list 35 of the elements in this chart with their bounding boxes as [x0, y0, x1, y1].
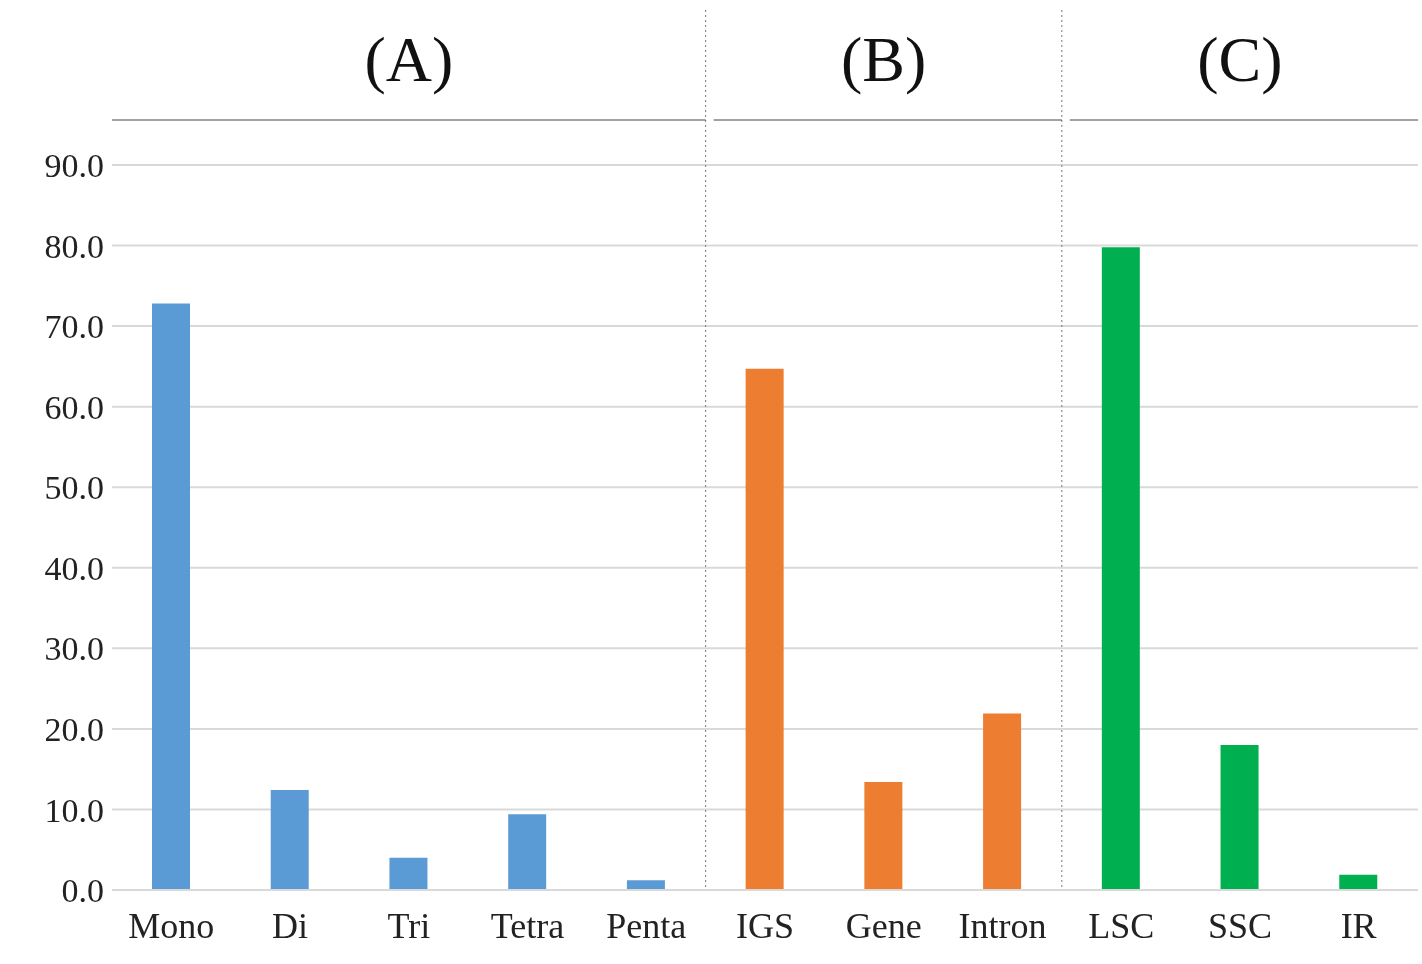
y-tick-label: 20.0: [44, 710, 104, 748]
x-tick-label: SSC: [1207, 905, 1272, 946]
bar: [983, 713, 1022, 890]
x-tick-label: Intron: [958, 905, 1047, 946]
x-tick-label: Mono: [128, 905, 215, 946]
bar: [1339, 874, 1378, 890]
x-tick-label: Di: [272, 905, 309, 946]
bar: [270, 790, 309, 890]
x-tick-label: LSC: [1088, 905, 1155, 946]
x-tick-label: IGS: [735, 905, 795, 946]
bar: [864, 782, 903, 890]
y-tick-label: 50.0: [44, 469, 104, 507]
y-tick-label: 0.0: [61, 872, 104, 910]
y-tick-label: 10.0: [44, 791, 104, 829]
y-tick-label: 70.0: [44, 308, 104, 346]
y-tick-label: 90.0: [44, 147, 104, 185]
y-tick-label: 80.0: [44, 227, 104, 265]
bar: [1220, 745, 1259, 890]
bar: [152, 303, 190, 890]
y-tick-label: 40.0: [44, 549, 104, 587]
text: (A): [363, 23, 455, 97]
text: (C): [1196, 23, 1284, 97]
x-tick-label: Tetra: [490, 905, 565, 946]
bar: [508, 814, 547, 890]
bar: [626, 880, 665, 890]
x-tick-label: Gene: [845, 905, 922, 946]
text: (B): [840, 23, 928, 97]
x-tick-label: Penta: [606, 905, 687, 946]
y-tick-label: 30.0: [44, 630, 104, 668]
bar: [389, 857, 428, 890]
x-tick-label: Tri: [387, 905, 431, 946]
x-tick-label: IR: [1340, 905, 1377, 946]
y-tick-label: 60.0: [44, 388, 104, 426]
bar: [745, 368, 784, 890]
bar: [1101, 247, 1140, 890]
